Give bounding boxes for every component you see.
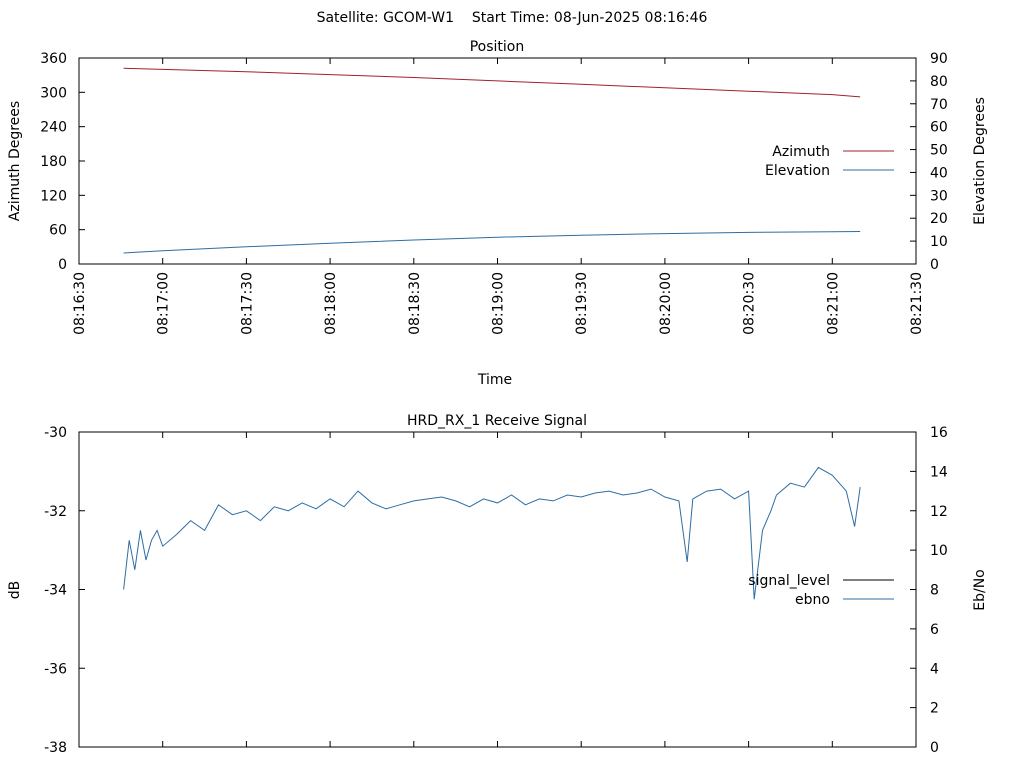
signal-y-tick-label: -38 [44, 740, 67, 756]
signal-y-label: dB [7, 581, 23, 600]
position-x-tick-label: 08:20:00 [658, 272, 674, 335]
position-y-tick-label: 300 [40, 85, 67, 101]
position-x-tick-label: 08:21:00 [825, 272, 841, 335]
signal-y2-tick-label: 6 [930, 622, 939, 638]
position-y-tick-label: 360 [40, 51, 67, 67]
signal-y2-tick-label: 2 [930, 701, 939, 717]
position-y2-tick-label: 40 [930, 165, 948, 181]
signal-y-tick-label: -34 [44, 583, 67, 599]
position-y2-tick-label: 50 [930, 143, 948, 159]
signal-y2-tick-label: 10 [930, 543, 948, 559]
position-series-elevation [123, 231, 861, 254]
position-x-tick-label: 08:17:00 [156, 272, 172, 335]
legend-label-ebno: ebno [795, 592, 830, 608]
position-x-tick-label: 08:21:30 [909, 272, 925, 335]
position-y-tick-label: 240 [40, 120, 67, 136]
position-y2-tick-label: 0 [930, 257, 939, 273]
position-x-tick-label: 08:18:30 [407, 272, 423, 335]
position-y-tick-label: 0 [58, 257, 67, 273]
legend-label-elevation: Elevation [765, 163, 830, 179]
position-y2-tick-label: 20 [930, 211, 948, 227]
position-y-tick-label: 60 [49, 223, 67, 239]
signal-y2-tick-label: 4 [930, 661, 939, 677]
position-x-tick-label: 08:17:30 [239, 272, 255, 335]
signal-y-tick-label: -32 [44, 504, 67, 520]
signal-plot-frame [78, 431, 917, 748]
signal-y-tick-label: -30 [44, 425, 67, 441]
position-y-tick-label: 180 [40, 154, 67, 170]
position-title: Position [470, 39, 525, 55]
position-x-tick-label: 08:20:30 [742, 272, 758, 335]
position-y2-tick-label: 10 [930, 234, 948, 250]
receive-signal-chart: HRD_RX_1 Receive Signal dB Eb/No -38 -36 -… [7, 413, 988, 756]
position-x-tick-label: 08:19:00 [491, 272, 507, 335]
signal-y2-label: Eb/No [972, 569, 988, 611]
position-y2-label: Elevation Degrees [972, 97, 988, 225]
signal-title: HRD_RX_1 Receive Signal [407, 413, 587, 429]
signal-y2-tick-label: 14 [930, 464, 948, 480]
position-legend: Azimuth Elevation [765, 144, 894, 179]
signal-y2-tick-label: 0 [930, 740, 939, 756]
position-x-tick-label: 08:18:00 [323, 272, 339, 335]
position-y2-tick-label: 80 [930, 74, 948, 90]
legend-label-signal-level: signal_level [748, 573, 830, 589]
position-y-label: Azimuth Degrees [7, 101, 23, 221]
signal-y2-tick-label: 12 [930, 504, 948, 520]
chart-header: Satellite: GCOM-W1 Start Time: 08-Jun-20… [317, 10, 708, 26]
position-y2-tick-label: 30 [930, 188, 948, 204]
signal-series-ebno [123, 466, 861, 600]
position-x-tick-label: 08:16:30 [72, 272, 88, 335]
position-y2-tick-label: 90 [930, 51, 948, 67]
position-y-tick-label: 120 [40, 188, 67, 204]
position-x-label: Time [477, 372, 512, 388]
signal-legend: signal_level ebno [748, 573, 894, 608]
signal-y-tick-label: -36 [44, 661, 67, 677]
position-chart: Position Time Azimuth Degrees Elevation … [7, 39, 988, 388]
position-plot-frame [78, 57, 917, 265]
signal-y2-tick-label: 16 [930, 425, 948, 441]
position-y2-tick-label: 60 [930, 120, 948, 136]
position-series-azimuth [123, 67, 861, 98]
signal-y2-tick-label: 8 [930, 583, 939, 599]
position-y2-tick-label: 70 [930, 97, 948, 113]
position-x-tick-label: 08:19:30 [574, 272, 590, 335]
legend-label-azimuth: Azimuth [772, 144, 830, 160]
